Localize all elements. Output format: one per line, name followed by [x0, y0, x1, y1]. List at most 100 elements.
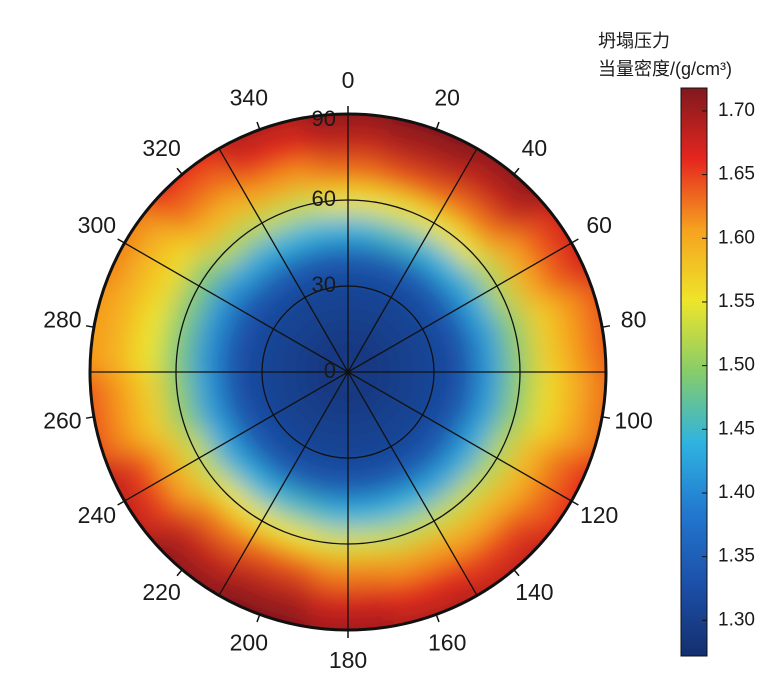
contour-cell	[276, 346, 308, 373]
contour-cell	[369, 399, 404, 435]
theta-tick-label: 120	[580, 502, 618, 528]
theta-tick-label: 240	[78, 502, 116, 528]
theta-tick-label: 20	[434, 85, 460, 111]
contour-cell	[350, 384, 370, 415]
contour-cell	[439, 184, 514, 254]
contour-cell	[248, 435, 299, 485]
contour-cell	[446, 269, 497, 329]
contour-cell	[224, 131, 313, 187]
contour-cell	[468, 316, 506, 374]
theta-tick	[256, 614, 261, 623]
contour-cell	[326, 329, 346, 360]
contour-cell	[489, 232, 551, 310]
contour-cell	[280, 386, 316, 419]
contour-cell	[219, 370, 255, 418]
contour-cell	[104, 286, 147, 375]
contour-cell	[374, 188, 443, 237]
contour-cell	[314, 334, 341, 363]
contour-cell	[333, 366, 348, 373]
contour-cell	[133, 296, 174, 374]
theta-tick-label: 40	[522, 135, 548, 161]
contour-cell	[190, 316, 228, 374]
theta-tick-label: 140	[515, 579, 553, 605]
contour-cell	[378, 532, 458, 585]
contour-cell	[280, 325, 316, 358]
contour-cell	[311, 409, 341, 443]
contour-cell	[333, 371, 348, 378]
contour-cell	[267, 483, 327, 528]
contour-cell	[226, 288, 272, 339]
r-tick-label: 0	[324, 358, 336, 383]
contour-cell	[388, 371, 420, 398]
contour-cell	[159, 508, 243, 585]
contour-cell	[369, 309, 404, 345]
contour-cell	[224, 557, 313, 613]
contour-cell	[292, 399, 327, 435]
contour-cell	[402, 306, 443, 349]
contour-cell	[326, 384, 346, 415]
radial-grid-circle	[261, 285, 435, 459]
theta-tick	[513, 167, 520, 175]
contour-cell	[355, 334, 382, 363]
theta-tick	[176, 569, 183, 577]
contour-cell	[380, 325, 416, 358]
contour-cell	[190, 370, 228, 428]
contour-cell	[374, 507, 443, 556]
contour-cell	[282, 458, 332, 500]
contour-cell	[118, 213, 185, 301]
contour-cell	[549, 286, 592, 375]
contour-cell	[348, 366, 363, 373]
contour-cell	[355, 409, 385, 443]
spoke-grid-line	[218, 148, 349, 373]
contour-cell	[383, 557, 472, 613]
contour-cell	[424, 405, 470, 456]
contour-cell	[411, 234, 470, 290]
colorbar-tick-label: 1.60	[718, 227, 755, 248]
contour-cell	[383, 131, 472, 187]
colorbar-tick-label: 1.70	[718, 100, 755, 121]
contour-cell	[446, 415, 497, 475]
contour-cell	[397, 435, 448, 485]
contour-cell	[424, 288, 470, 339]
contour-cell	[145, 232, 207, 310]
contour-cell	[348, 371, 363, 378]
contour-cell	[511, 443, 578, 531]
theta-tick-label: 80	[621, 307, 647, 333]
contour-cell	[495, 370, 535, 438]
contour-cell	[439, 490, 514, 560]
contour-cell	[336, 359, 348, 372]
contour-cell	[161, 370, 201, 438]
theta-tick-label: 180	[329, 647, 367, 673]
contour-cell	[292, 309, 327, 345]
contour-cell	[182, 490, 257, 560]
contour-cell	[411, 454, 470, 510]
theta-tick-label: 100	[614, 407, 652, 433]
contour-cell	[253, 188, 322, 237]
contour-cell	[238, 532, 318, 585]
contour-cell	[145, 434, 207, 512]
contour-cell	[159, 159, 243, 236]
theta-tick-label: 340	[230, 85, 268, 111]
contour-cell	[388, 346, 420, 373]
theta-tick	[571, 500, 579, 506]
radial-grid-circle	[175, 199, 521, 545]
theta-tick	[256, 121, 261, 130]
contour-cell	[495, 306, 535, 374]
theta-tick-label: 300	[78, 212, 116, 238]
contour-cell	[364, 458, 414, 500]
spoke-grid-line	[124, 242, 349, 373]
theta-tick	[85, 325, 95, 328]
contour-cell	[161, 306, 201, 374]
contour-cell	[364, 244, 414, 286]
colorbar-tick-label: 1.45	[718, 418, 755, 439]
theta-tick-label: 0	[342, 67, 355, 93]
contour-cell	[226, 454, 285, 510]
contour-cell	[270, 284, 313, 327]
theta-tick-label: 220	[142, 579, 180, 605]
contour-cell	[369, 483, 429, 528]
r-tick-label: 60	[312, 186, 336, 211]
contour-cell	[361, 371, 391, 388]
theta-tick	[435, 121, 440, 130]
contour-cell	[248, 259, 299, 309]
